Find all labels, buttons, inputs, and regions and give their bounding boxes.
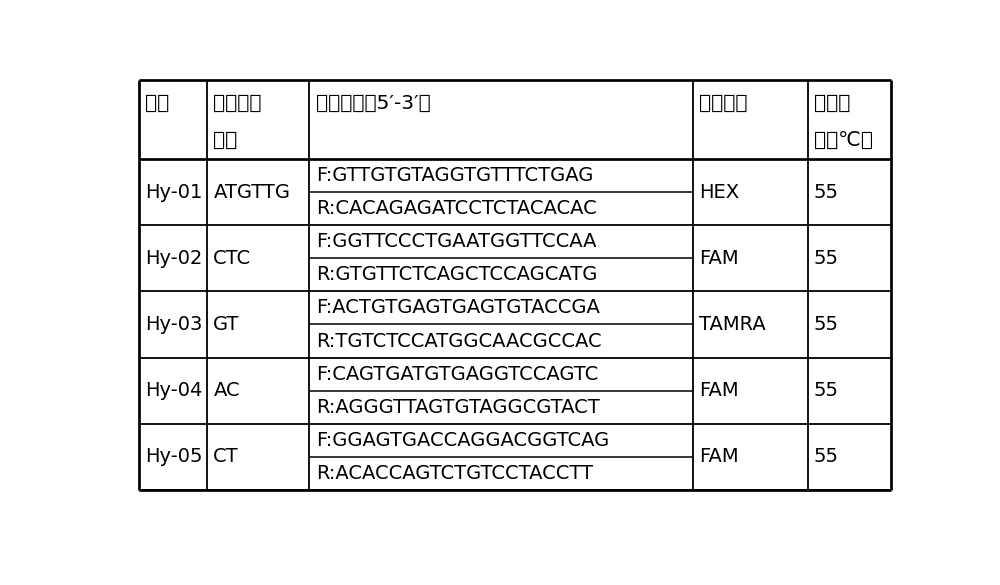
Text: R:AGGGTTAGTGTAGGCGTACT: R:AGGGTTAGTGTAGGCGTACT bbox=[316, 398, 599, 417]
Text: R:TGTCTCCATGGCAACGCCAC: R:TGTCTCCATGGCAACGCCAC bbox=[316, 332, 601, 350]
Text: 序列: 序列 bbox=[213, 130, 238, 150]
Text: F:CAGTGATGTGAGGTCCAGTC: F:CAGTGATGTGAGGTCCAGTC bbox=[316, 364, 598, 384]
Text: FAM: FAM bbox=[699, 381, 739, 400]
Text: 55: 55 bbox=[814, 315, 839, 334]
Text: R:CACAGAGATCCTCTACACAC: R:CACAGAGATCCTCTACACAC bbox=[316, 199, 596, 218]
Text: Hy-02: Hy-02 bbox=[145, 249, 203, 268]
Text: 引物序列（5′-3′）: 引物序列（5′-3′） bbox=[316, 94, 430, 113]
Text: 度（℃）: 度（℃） bbox=[814, 130, 873, 150]
Text: AC: AC bbox=[213, 381, 240, 400]
Text: TAMRA: TAMRA bbox=[699, 315, 766, 334]
Text: 位点: 位点 bbox=[145, 94, 169, 113]
Text: CTC: CTC bbox=[213, 249, 251, 268]
Text: R:ACACCAGTCTGTCCTACCTT: R:ACACCAGTCTGTCCTACCTT bbox=[316, 464, 593, 483]
Text: 55: 55 bbox=[814, 381, 839, 400]
Text: 55: 55 bbox=[814, 183, 839, 202]
Text: 退火温: 退火温 bbox=[814, 94, 850, 113]
Text: 核心重复: 核心重复 bbox=[213, 94, 262, 113]
Text: 55: 55 bbox=[814, 448, 839, 466]
Text: F:GGAGTGACCAGGACGGTCAG: F:GGAGTGACCAGGACGGTCAG bbox=[316, 431, 609, 450]
Text: Hy-05: Hy-05 bbox=[145, 448, 203, 466]
Text: 荧光标记: 荧光标记 bbox=[699, 94, 748, 113]
Text: CT: CT bbox=[213, 448, 239, 466]
Text: F:GTTGTGTAGGTGTTTCTGAG: F:GTTGTGTAGGTGTTTCTGAG bbox=[316, 166, 593, 185]
Text: R:GTGTTCTCAGCTCCAGCATG: R:GTGTTCTCAGCTCCAGCATG bbox=[316, 266, 597, 284]
Text: 55: 55 bbox=[814, 249, 839, 268]
Text: F:ACTGTGAGTGAGTGTACCGA: F:ACTGTGAGTGAGTGTACCGA bbox=[316, 298, 600, 318]
Text: F:GGTTCCCTGAATGGTTCCAA: F:GGTTCCCTGAATGGTTCCAA bbox=[316, 232, 596, 251]
Text: FAM: FAM bbox=[699, 448, 739, 466]
Text: ATGTTG: ATGTTG bbox=[213, 183, 290, 202]
Text: Hy-01: Hy-01 bbox=[145, 183, 203, 202]
Text: Hy-04: Hy-04 bbox=[145, 381, 203, 400]
Text: GT: GT bbox=[213, 315, 240, 334]
Text: HEX: HEX bbox=[699, 183, 739, 202]
Text: FAM: FAM bbox=[699, 249, 739, 268]
Text: Hy-03: Hy-03 bbox=[145, 315, 203, 334]
